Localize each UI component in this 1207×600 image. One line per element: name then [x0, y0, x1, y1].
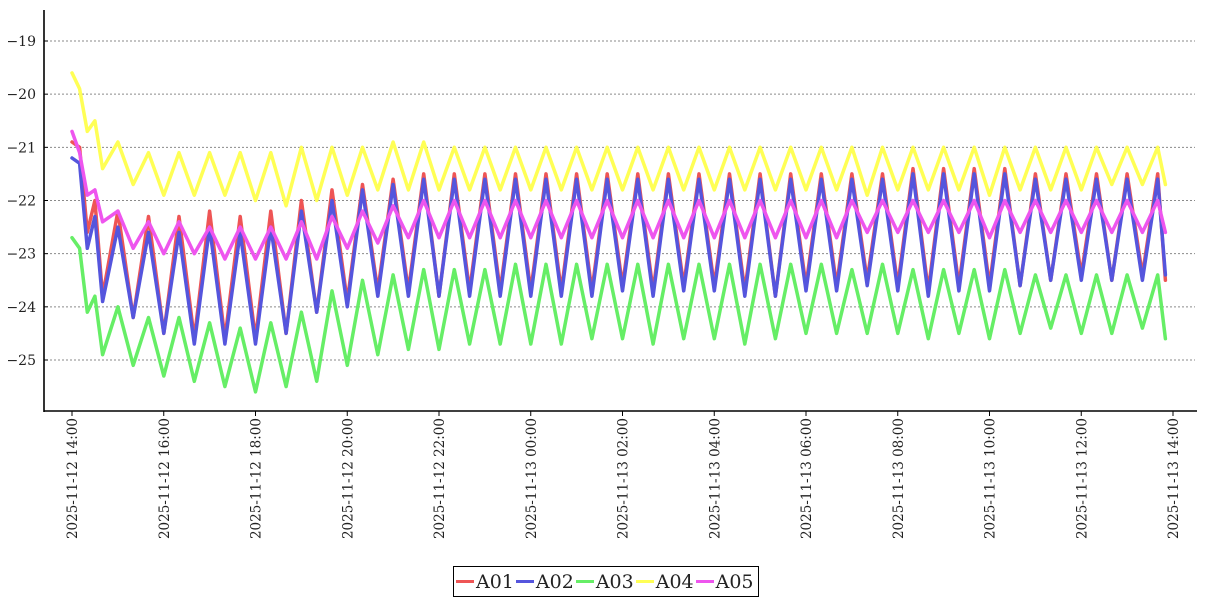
legend-label: A02	[535, 570, 574, 593]
x-tick-label: 2025-11-13 02:00	[616, 418, 632, 539]
x-tick-label: 2025-11-13 10:00	[983, 418, 999, 539]
series-lines	[70, 71, 1168, 394]
legend-swatch	[515, 580, 534, 583]
legend-label: A03	[595, 570, 634, 593]
y-tick-labels: −19 −20 −21 −22 −23 −24 −25	[6, 34, 48, 369]
x-tick-label: 2025-11-13 06:00	[799, 418, 815, 539]
x-tick-label: 2025-11-12 16:00	[157, 418, 173, 539]
legend: A01 A02 A03 A04 A05	[453, 566, 759, 597]
legend-item-a03: A03	[575, 570, 634, 593]
legend-item-a01: A01	[456, 571, 514, 593]
x-tick-label: 2025-11-13 12:00	[1074, 418, 1090, 539]
legend-item-a02: A02	[515, 570, 574, 593]
legend-label: A04	[655, 570, 694, 593]
x-tick-label: 2025-11-12 20:00	[340, 418, 356, 539]
y-tick-label: −23	[6, 247, 36, 263]
y-tick-label: −21	[6, 140, 36, 156]
x-tick-label: 2025-11-12 14:00	[65, 418, 81, 539]
x-tick-label: 2025-11-13 14:00	[1166, 418, 1182, 539]
series-line-a05	[70, 129, 1168, 261]
x-tick-label: 2025-11-12 22:00	[432, 418, 448, 539]
y-tick-label: −25	[6, 353, 36, 369]
legend-swatch	[456, 580, 474, 583]
x-tick-label: 2025-11-13 08:00	[891, 418, 907, 539]
legend-swatch	[635, 580, 654, 583]
series-line-a01	[70, 140, 1168, 341]
y-tick-label: −22	[6, 194, 36, 210]
legend-swatch	[575, 580, 594, 583]
y-tick-label: −24	[6, 300, 36, 316]
y-tick-label: −19	[6, 34, 36, 50]
y-tick-label: −20	[6, 87, 36, 103]
series-line-a04	[70, 71, 1168, 208]
x-tick-label: 2025-11-12 18:00	[249, 418, 265, 539]
series-line-a02	[70, 156, 1168, 346]
legend-swatch	[695, 580, 714, 583]
legend-item-a05: A05	[695, 570, 754, 593]
gridlines	[50, 40, 1195, 361]
axes	[43, 10, 1197, 412]
x-tick-label: 2025-11-13 00:00	[524, 418, 540, 539]
x-tick-label: 2025-11-13 04:00	[707, 418, 723, 539]
x-tick-labels: 2025-11-12 14:00 2025-11-12 16:00 2025-11-…	[65, 411, 1182, 539]
series-line-a03	[70, 235, 1168, 394]
legend-label: A01	[476, 570, 514, 593]
legend-label: A05	[715, 570, 754, 593]
legend-item-a04: A04	[635, 570, 694, 593]
